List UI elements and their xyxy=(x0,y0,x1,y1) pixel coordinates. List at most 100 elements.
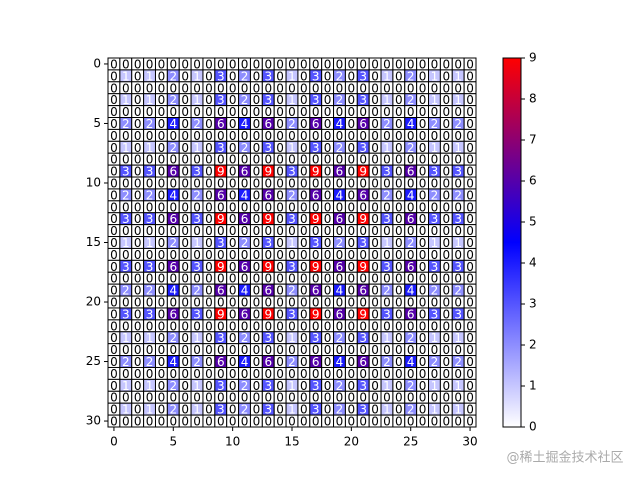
cell-label: 0 xyxy=(276,153,284,167)
cell-label: 0 xyxy=(443,319,451,333)
cell-label: 0 xyxy=(336,129,344,143)
cell-label: 0 xyxy=(288,224,296,238)
cell-label: 0 xyxy=(205,284,213,298)
cell-label: 0 xyxy=(276,272,284,286)
cell-label: 2 xyxy=(288,188,296,202)
cell-label: 0 xyxy=(158,379,166,393)
cell-label: 0 xyxy=(443,391,451,405)
cell-label: 0 xyxy=(300,93,308,107)
cell-label: 0 xyxy=(300,165,308,179)
cell-label: 3 xyxy=(288,212,296,226)
cell-label: 0 xyxy=(229,224,237,238)
cell-label: 3 xyxy=(146,307,154,321)
cell-label: 1 xyxy=(431,69,439,83)
cell-label: 0 xyxy=(348,415,356,429)
cell-label: 0 xyxy=(146,200,154,214)
cell-label: 0 xyxy=(359,343,367,357)
cell-label: 0 xyxy=(454,415,462,429)
cell-label: 0 xyxy=(431,200,439,214)
cell-label: 0 xyxy=(348,57,356,71)
cell-label: 0 xyxy=(264,224,272,238)
cell-label: 0 xyxy=(371,81,379,95)
cell-label: 0 xyxy=(276,415,284,429)
cell-label: 9 xyxy=(264,307,272,321)
y-tick-label: 20 xyxy=(86,295,101,309)
cell-label: 0 xyxy=(276,355,284,369)
cell-label: 0 xyxy=(253,319,261,333)
cell-label: 0 xyxy=(181,391,189,405)
cell-label: 0 xyxy=(300,117,308,131)
cell-label: 0 xyxy=(134,248,142,262)
cell-label: 6 xyxy=(359,117,367,131)
cell-label: 0 xyxy=(454,81,462,95)
cell-label: 0 xyxy=(395,307,403,321)
cell-label: 0 xyxy=(395,272,403,286)
cell-label: 0 xyxy=(134,105,142,119)
cell-label: 0 xyxy=(348,355,356,369)
cell-label: 0 xyxy=(443,236,451,250)
cell-label: 1 xyxy=(431,403,439,417)
cell-label: 0 xyxy=(217,296,225,310)
cell-label: 0 xyxy=(134,57,142,71)
cell-label: 0 xyxy=(324,343,332,357)
cell-label: 3 xyxy=(359,69,367,83)
cell-label: 0 xyxy=(193,367,201,381)
cell-label: 1 xyxy=(288,141,296,155)
cell-label: 1 xyxy=(383,379,391,393)
cell-label: 0 xyxy=(431,81,439,95)
cell-label: 0 xyxy=(169,391,177,405)
cell-label: 0 xyxy=(348,212,356,226)
cell-label: 0 xyxy=(348,403,356,417)
cell-label: 0 xyxy=(419,176,427,190)
cell-label: 0 xyxy=(264,153,272,167)
cell-label: 1 xyxy=(431,93,439,107)
cell-label: 0 xyxy=(419,415,427,429)
cell-label: 0 xyxy=(229,415,237,429)
cell-label: 1 xyxy=(146,331,154,345)
cell-label: 0 xyxy=(264,391,272,405)
cell-label: 2 xyxy=(193,284,201,298)
cell-label: 6 xyxy=(336,165,344,179)
cell-label: 0 xyxy=(288,81,296,95)
cell-label: 0 xyxy=(217,224,225,238)
cell-label: 0 xyxy=(217,153,225,167)
x-tick-label: 20 xyxy=(344,435,359,449)
cell-label: 0 xyxy=(407,296,415,310)
cell-label: 0 xyxy=(348,236,356,250)
cell-label: 2 xyxy=(241,379,249,393)
cell-label: 0 xyxy=(229,319,237,333)
cell-label: 6 xyxy=(336,260,344,274)
cell-label: 2 xyxy=(241,236,249,250)
cell-label: 0 xyxy=(169,319,177,333)
cell-label: 0 xyxy=(193,319,201,333)
cell-label: 0 xyxy=(110,141,118,155)
cell-label: 6 xyxy=(169,260,177,274)
cell-label: 0 xyxy=(371,307,379,321)
cell-label: 0 xyxy=(158,248,166,262)
x-tick-label: 5 xyxy=(169,435,177,449)
cell-label: 0 xyxy=(336,415,344,429)
cell-label: 0 xyxy=(217,248,225,262)
cell-label: 0 xyxy=(146,224,154,238)
cell-label: 0 xyxy=(443,379,451,393)
cell-label: 1 xyxy=(146,379,154,393)
cell-label: 0 xyxy=(395,415,403,429)
cell-label: 0 xyxy=(371,331,379,345)
cell-label: 0 xyxy=(217,391,225,405)
y-tick-label: 10 xyxy=(86,175,101,189)
cell-label: 1 xyxy=(454,331,462,345)
cell-label: 0 xyxy=(158,129,166,143)
cell-label: 0 xyxy=(110,105,118,119)
cell-label: 0 xyxy=(229,81,237,95)
cell-label: 0 xyxy=(134,141,142,155)
cell-label: 0 xyxy=(395,81,403,95)
cell-label: 3 xyxy=(217,236,225,250)
cell-label: 0 xyxy=(276,129,284,143)
cell-label: 0 xyxy=(158,105,166,119)
cell-label: 0 xyxy=(419,81,427,95)
cell-label: 9 xyxy=(217,212,225,226)
cell-label: 0 xyxy=(419,331,427,345)
y-tick-label: 30 xyxy=(86,414,101,428)
cell-label: 0 xyxy=(276,141,284,155)
cell-label: 0 xyxy=(181,153,189,167)
